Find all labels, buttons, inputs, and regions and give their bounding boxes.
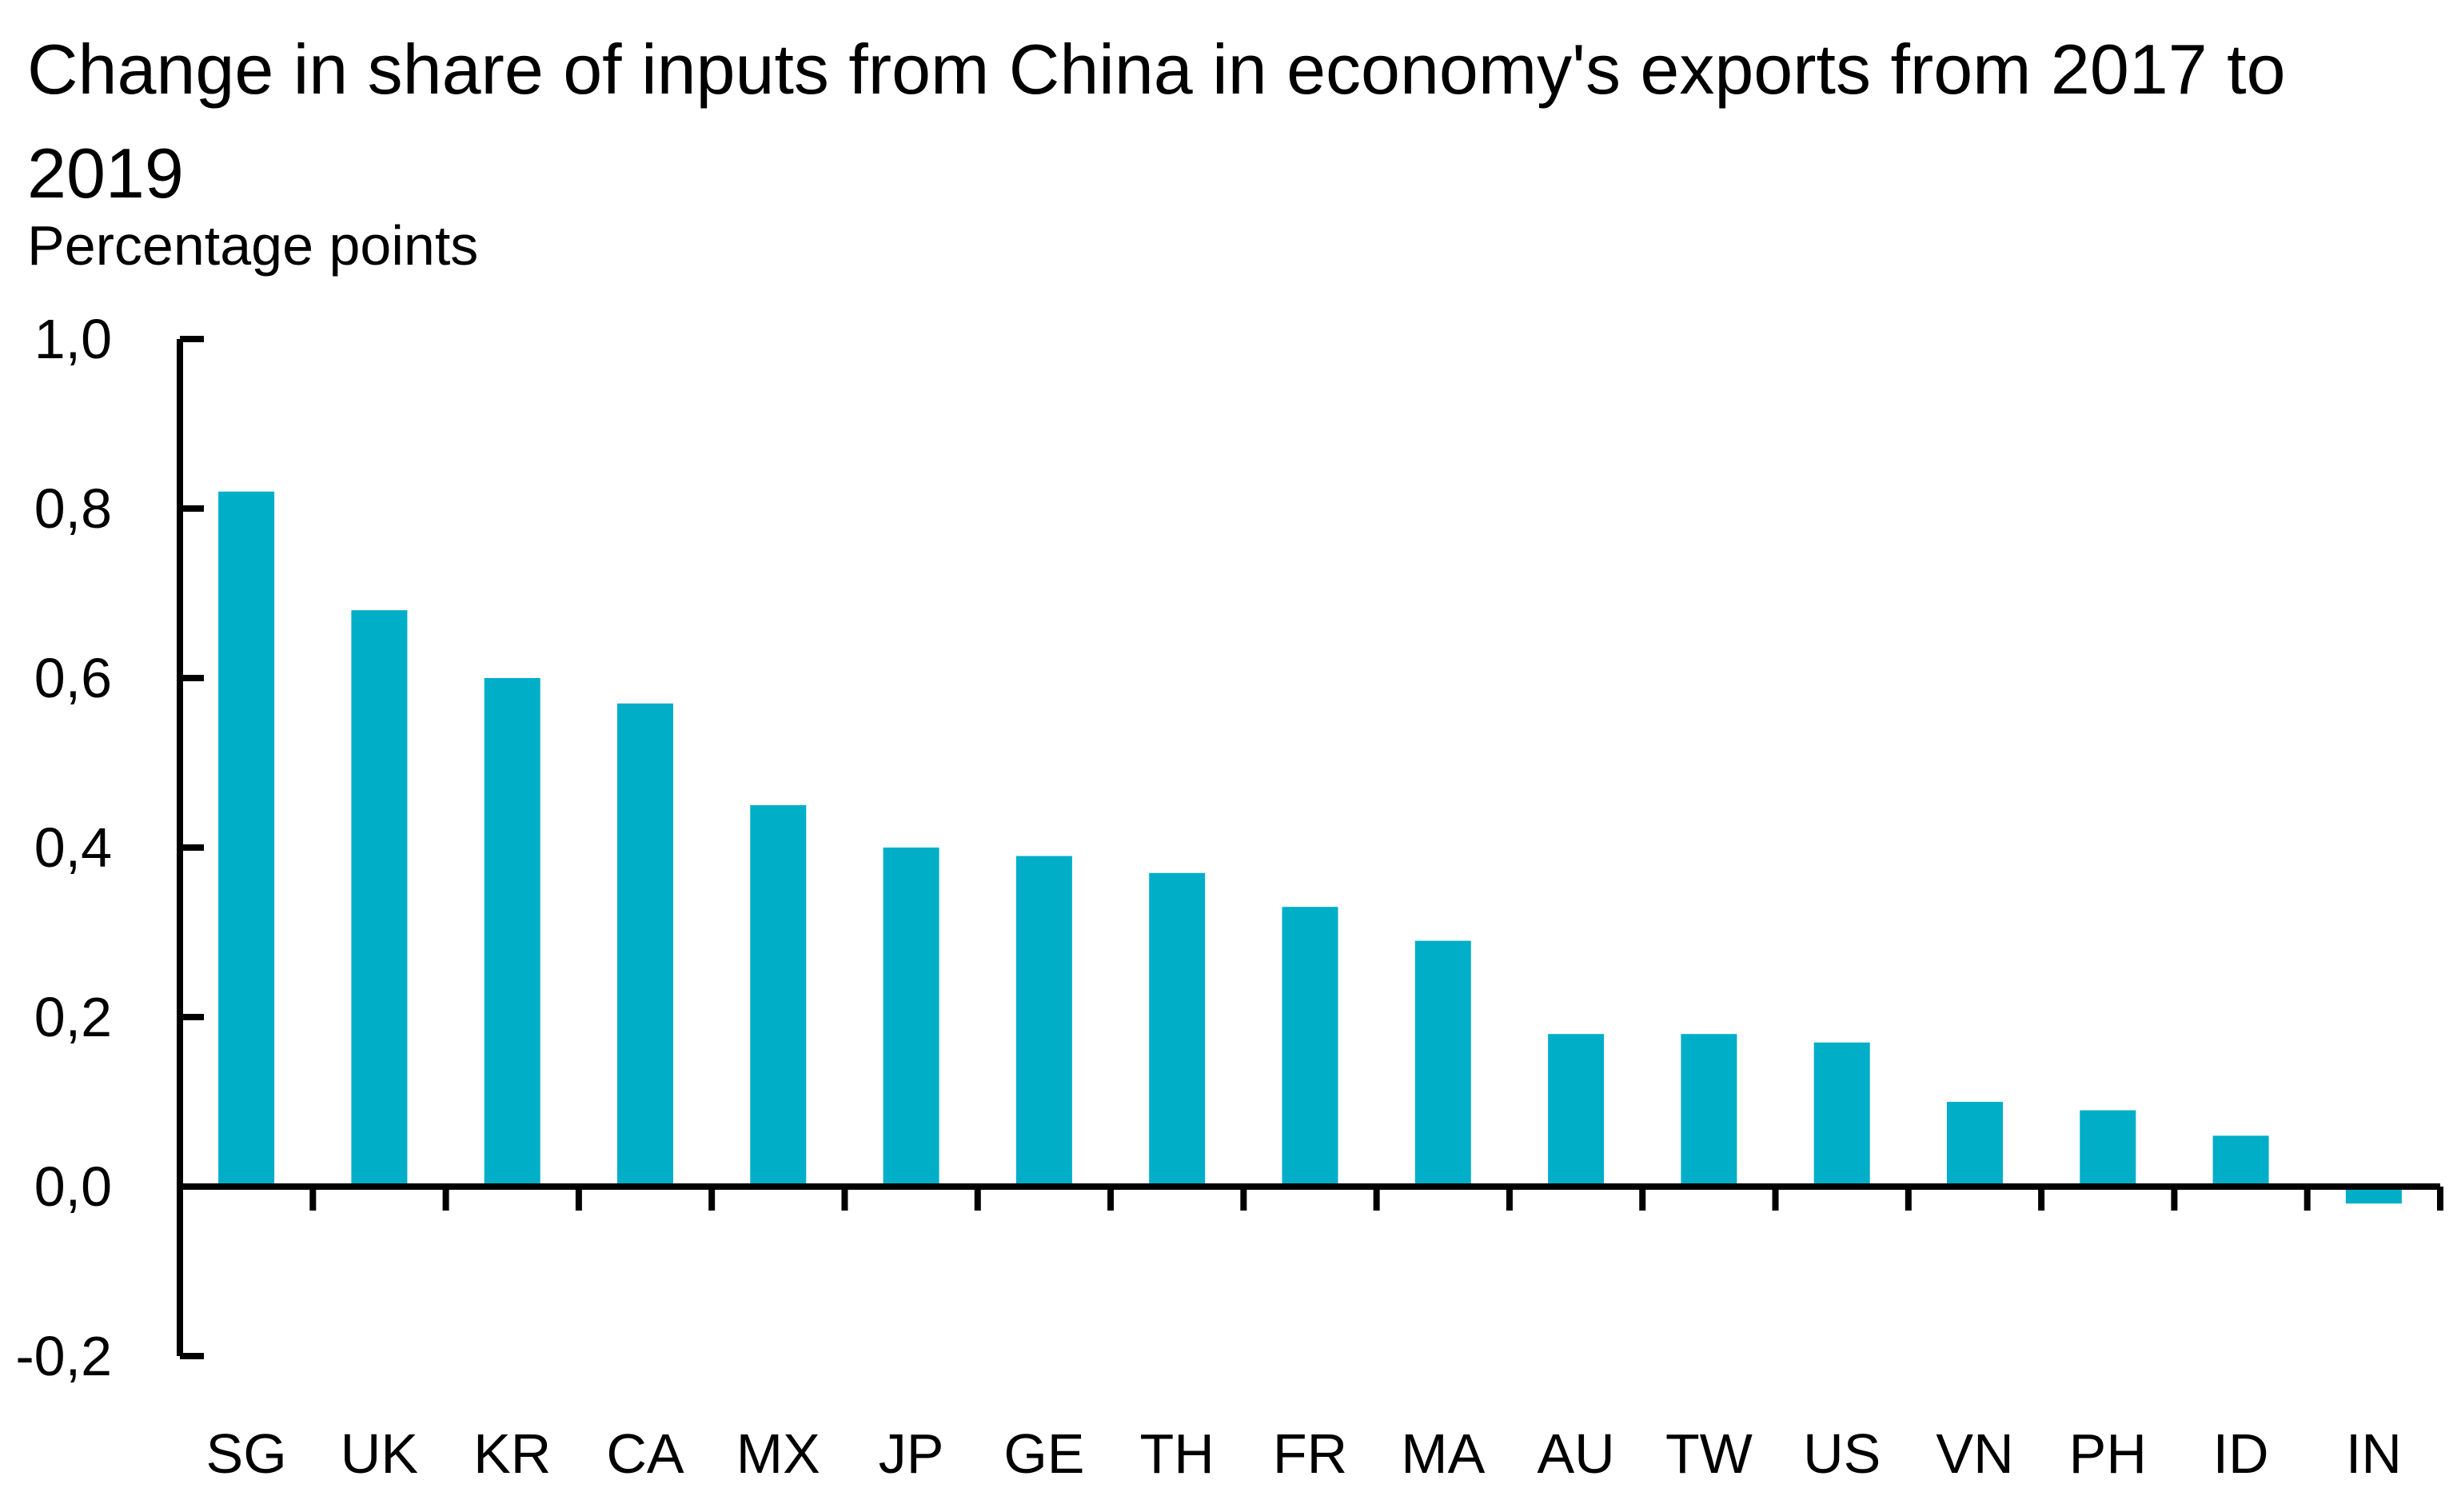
- bar-jp: [883, 848, 939, 1187]
- x-tick-label-vn: VN: [1936, 1422, 2013, 1485]
- bar-mx: [750, 805, 807, 1187]
- bar-us: [1813, 1042, 1870, 1187]
- x-tick-label-us: US: [1803, 1422, 1881, 1485]
- y-tick-label: -0,2: [15, 1325, 112, 1387]
- bar-in: [2345, 1187, 2402, 1204]
- chart-title: Change in share of inputs from China in …: [27, 30, 2286, 213]
- bar-ma: [1414, 940, 1471, 1187]
- bar-fr: [1282, 907, 1338, 1187]
- x-tick-label-sg: SG: [206, 1422, 287, 1485]
- x-tick-label-in: IN: [2346, 1422, 2402, 1485]
- bar-id: [2212, 1135, 2269, 1187]
- y-tick-label: 0,4: [34, 816, 112, 879]
- bar-vn: [1947, 1102, 2003, 1187]
- bar-tw: [1681, 1034, 1737, 1187]
- y-axis-unit-label: Percentage points: [27, 214, 479, 277]
- x-tick-label-id: ID: [2213, 1422, 2269, 1485]
- y-tick-label: 1,0: [34, 308, 112, 370]
- x-tick-label-tw: TW: [1665, 1422, 1753, 1485]
- bar-ca: [617, 703, 673, 1187]
- bar-kr: [484, 678, 540, 1187]
- y-tick-label: 0,8: [34, 477, 112, 540]
- bar-ph: [2080, 1110, 2136, 1187]
- bar-th: [1149, 872, 1206, 1187]
- y-tick-label: 0,6: [34, 647, 112, 709]
- y-tick-label: 0,2: [34, 986, 112, 1048]
- x-tick-label-th: TH: [1140, 1422, 1215, 1485]
- x-tick-label-ma: MA: [1401, 1422, 1485, 1485]
- x-tick-label-au: AU: [1537, 1422, 1614, 1485]
- x-tick-label-ge: GE: [1003, 1422, 1084, 1485]
- x-tick-label-ca: CA: [606, 1422, 684, 1485]
- x-tick-label-mx: MX: [736, 1422, 820, 1485]
- x-tick-label-jp: JP: [879, 1422, 944, 1485]
- bar-sg: [218, 491, 275, 1187]
- x-tick-label-kr: KR: [473, 1422, 551, 1485]
- x-tick-label-ph: PH: [2069, 1422, 2147, 1485]
- bar-uk: [351, 610, 408, 1187]
- bar-ge: [1015, 856, 1072, 1187]
- y-tick-label: 0,0: [34, 1155, 112, 1218]
- x-tick-label-uk: UK: [341, 1422, 418, 1485]
- x-tick-label-fr: FR: [1273, 1422, 1347, 1485]
- bar-au: [1548, 1034, 1605, 1187]
